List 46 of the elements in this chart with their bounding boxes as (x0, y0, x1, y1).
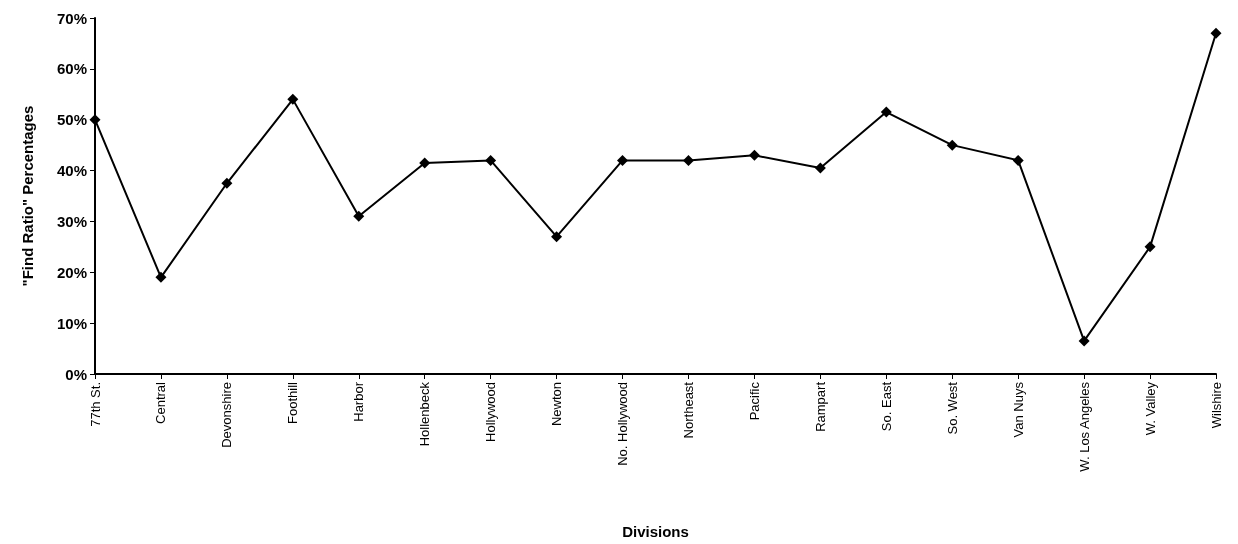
x-tick-label: Northeast (680, 381, 696, 439)
x-tick-label: W. Los Angeles (1076, 381, 1092, 472)
x-tick-label: Devonshire (219, 382, 235, 448)
point (1144, 241, 1156, 253)
x-tick-label: Central (153, 381, 169, 424)
x-axis-title: Divisions (622, 523, 689, 540)
y-tick-label: 50% (56, 111, 87, 129)
point (1012, 154, 1024, 166)
x-tick-label: So. East (878, 381, 894, 432)
point (880, 106, 892, 118)
point (221, 177, 233, 189)
point (814, 162, 826, 174)
y-tick-label: 30% (56, 212, 87, 230)
x-tick-label: So. West (944, 381, 960, 435)
point (353, 210, 365, 222)
x-tick-label: Harbor (351, 381, 367, 422)
x-tick-label: Van Nuys (1010, 381, 1026, 438)
x-tick-label: Wilshire (1208, 382, 1224, 429)
y-axis-title: "Find Ratio" Percentages (19, 105, 36, 287)
point (1210, 27, 1222, 39)
x-tick-label: W. Valley (1142, 381, 1158, 436)
point (89, 114, 101, 126)
x-tick-label: Pacific (746, 381, 762, 421)
point (617, 154, 629, 166)
point (748, 149, 760, 161)
y-tick-label: 20% (56, 263, 87, 281)
point (287, 93, 299, 105)
point (682, 154, 694, 166)
x-tick-label: Hollywood (483, 382, 499, 442)
x-tick-label: No. Hollywood (615, 382, 631, 466)
x-tick-label: 77th St. (87, 382, 103, 427)
y-tick-label: 40% (56, 162, 87, 180)
point (1078, 335, 1090, 347)
y-tick-label: 0% (65, 365, 87, 383)
y-tick-label: 70% (56, 9, 87, 27)
point (485, 154, 497, 166)
y-tick-label: 60% (56, 60, 87, 78)
x-tick-label: Hollenbeck (417, 381, 433, 447)
x-tick-label: Foothill (285, 381, 301, 424)
y-tick-label: 10% (56, 314, 87, 332)
x-tick-label: Rampart (812, 381, 828, 432)
point (419, 157, 431, 169)
point (551, 231, 563, 243)
point (946, 139, 958, 151)
point (155, 271, 167, 283)
x-tick-label: Newton (549, 382, 565, 427)
